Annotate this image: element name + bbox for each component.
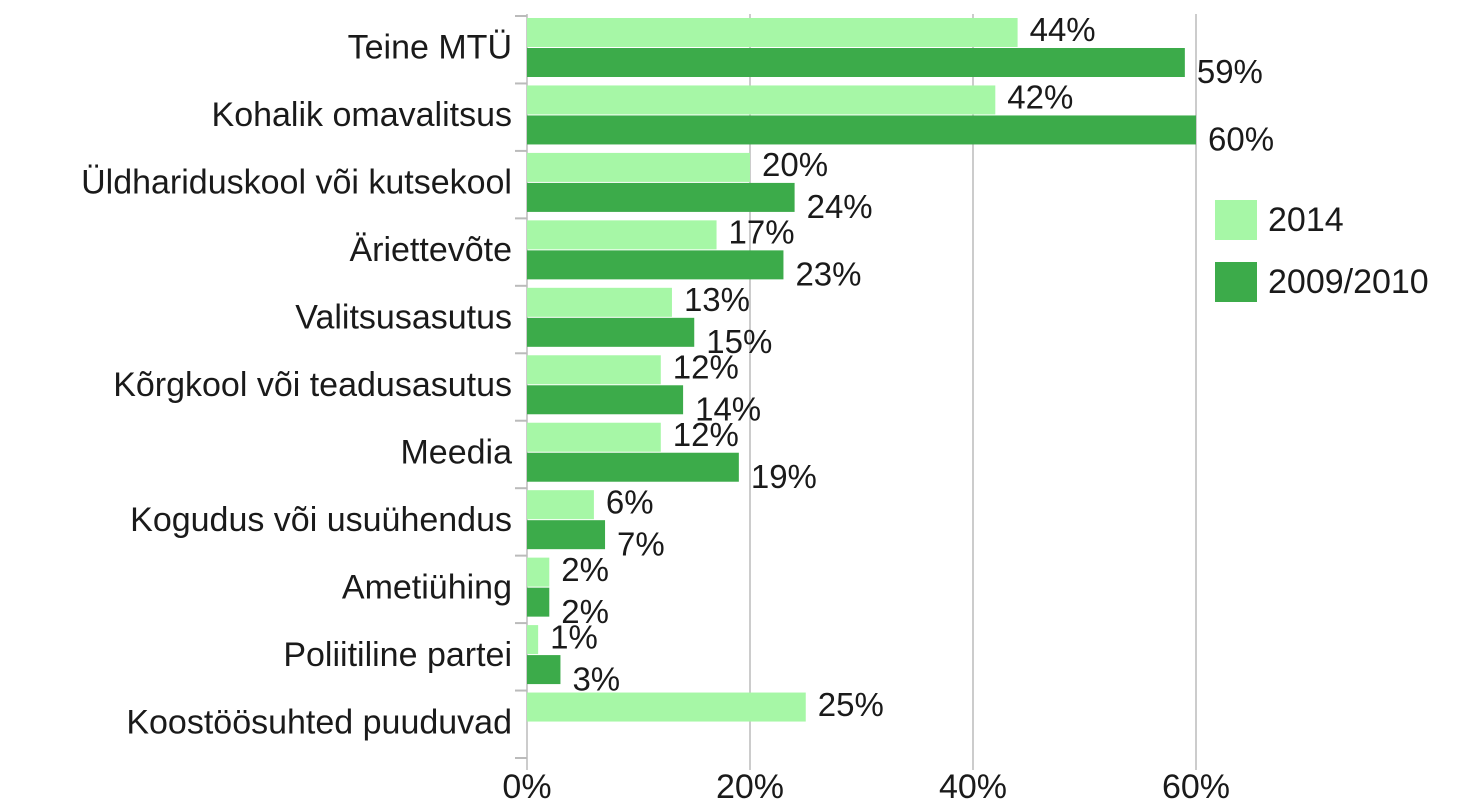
x-tick-label: 20% bbox=[716, 768, 784, 805]
value-label: 42% bbox=[1007, 79, 1073, 116]
value-label: 2% bbox=[561, 551, 609, 588]
bar bbox=[527, 85, 996, 115]
value-label: 25% bbox=[818, 686, 884, 723]
bar bbox=[527, 692, 806, 722]
bar bbox=[527, 625, 539, 655]
value-label: 23% bbox=[795, 256, 861, 293]
value-label: 3% bbox=[572, 660, 620, 697]
value-label: 44% bbox=[1030, 11, 1096, 48]
category-label: Poliitiline partei bbox=[283, 636, 512, 674]
bar bbox=[527, 490, 594, 520]
bar bbox=[527, 422, 661, 452]
bar bbox=[527, 115, 1196, 145]
value-label: 7% bbox=[617, 525, 665, 562]
category-label: Äriettevõte bbox=[349, 231, 512, 269]
category-label: Kogudus või usuühendus bbox=[130, 501, 512, 539]
category-label: Teine MTÜ bbox=[348, 29, 512, 67]
value-label: 6% bbox=[606, 483, 654, 520]
x-tick-label: 0% bbox=[502, 768, 551, 805]
value-label: 12% bbox=[673, 416, 739, 453]
legend-swatch bbox=[1215, 262, 1257, 302]
bar bbox=[527, 557, 550, 587]
bar bbox=[527, 182, 795, 212]
category-label: Üldhariduskool või kutsekool bbox=[81, 164, 512, 202]
bar bbox=[527, 48, 1185, 77]
value-label: 20% bbox=[762, 146, 828, 183]
bar bbox=[527, 317, 695, 347]
x-tick-label: 40% bbox=[939, 768, 1007, 805]
bar bbox=[527, 152, 750, 182]
bar bbox=[527, 355, 661, 385]
bar bbox=[527, 587, 550, 617]
bar bbox=[527, 220, 717, 250]
value-label: 60% bbox=[1208, 121, 1274, 158]
category-label: Kõrgkool või teadusasutus bbox=[113, 366, 512, 404]
bar bbox=[527, 18, 1018, 47]
bar bbox=[527, 655, 561, 685]
value-label: 14% bbox=[695, 390, 761, 427]
value-label: 2% bbox=[561, 593, 609, 630]
category-label: Meedia bbox=[400, 433, 512, 471]
value-label: 19% bbox=[751, 458, 817, 495]
x-tick-label: 60% bbox=[1162, 768, 1230, 805]
value-label: 17% bbox=[729, 214, 795, 251]
category-label: Valitsusasutus bbox=[295, 299, 512, 337]
value-label: 1% bbox=[550, 618, 598, 655]
value-label: 59% bbox=[1197, 53, 1263, 90]
value-label: 15% bbox=[706, 323, 772, 360]
legend-label: 2014 bbox=[1268, 201, 1344, 239]
value-label: 24% bbox=[807, 188, 873, 225]
legend-label: 2009/2010 bbox=[1268, 263, 1429, 301]
category-label: Ametiühing bbox=[342, 568, 512, 606]
bar bbox=[527, 250, 784, 280]
bar bbox=[527, 287, 672, 317]
bar bbox=[527, 452, 739, 482]
category-label: Koostöösuhted puuduvad bbox=[126, 703, 512, 741]
category-label: Kohalik omavalitsus bbox=[212, 96, 512, 134]
bar bbox=[527, 385, 684, 415]
bar bbox=[527, 520, 606, 550]
value-label: 13% bbox=[684, 281, 750, 318]
legend-swatch bbox=[1215, 200, 1257, 240]
value-label: 12% bbox=[673, 348, 739, 385]
